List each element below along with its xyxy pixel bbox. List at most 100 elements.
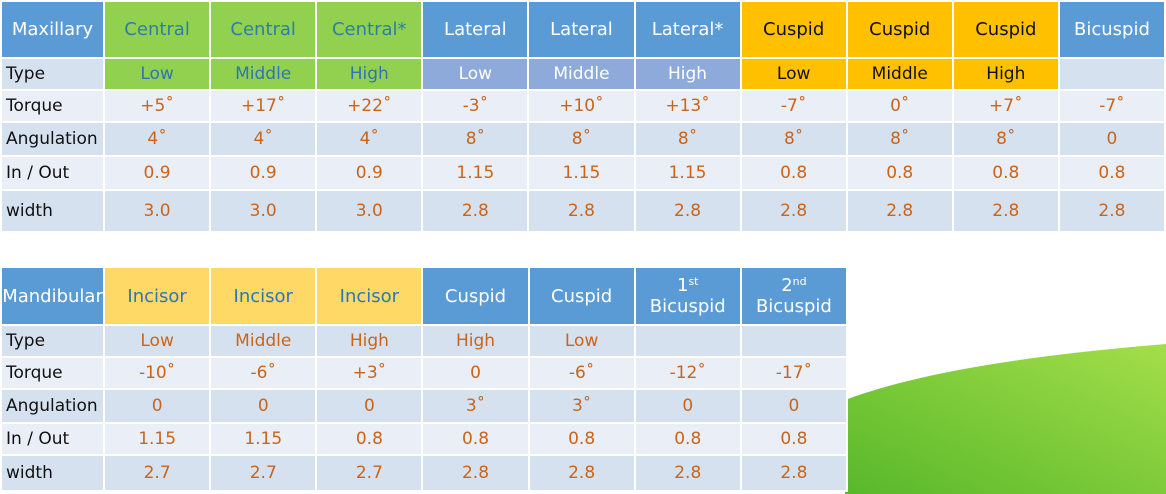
header-ordinal-suffix: st xyxy=(688,275,699,288)
header-first-bicuspid: 1st Bicuspid xyxy=(633,266,742,326)
table-cell: -10˚ xyxy=(103,356,212,390)
row-label: Angulation xyxy=(0,121,106,157)
table-cell: 3.0 xyxy=(209,189,318,233)
table-cell: 8˚ xyxy=(633,121,742,157)
table-cell: Low xyxy=(103,57,212,91)
header-cuspid: Cuspid xyxy=(845,0,954,59)
table-row: Type Low Middle High High Low xyxy=(0,324,849,358)
table-cell: 3.0 xyxy=(103,189,212,233)
table-cell: 0.8 xyxy=(739,155,848,191)
table-cell: 0.8 xyxy=(315,422,424,456)
table-cell: 2.8 xyxy=(421,189,530,233)
table-row: Torque +5˚ +17˚ +22˚ -3˚ +10˚ +13˚ -7˚ 0… xyxy=(0,89,1166,123)
header-word: Bicuspid xyxy=(649,296,726,317)
table-cell: -3˚ xyxy=(421,89,530,123)
mandibular-header-row: Mandibular Incisor Incisor Incisor Cuspi… xyxy=(0,266,849,326)
header-cuspid: Cuspid xyxy=(739,0,848,59)
header-incisor: Incisor xyxy=(315,266,424,326)
table-cell: 0.8 xyxy=(527,422,636,456)
table-cell: 2.8 xyxy=(739,189,848,233)
table-row: Torque -10˚ -6˚ +3˚ 0 -6˚ -12˚ -17˚ xyxy=(0,356,849,390)
decorative-swoosh xyxy=(845,344,1166,494)
table-cell: +13˚ xyxy=(633,89,742,123)
row-label: In / Out xyxy=(0,155,106,191)
table-cell: 8˚ xyxy=(421,121,530,157)
table-cell: 2.8 xyxy=(739,454,849,492)
table-cell: -7˚ xyxy=(1057,89,1166,123)
row-label: width xyxy=(0,189,106,233)
table-cell: 2.8 xyxy=(527,189,636,233)
table-cell: 0.8 xyxy=(1057,155,1166,191)
table-cell: Low xyxy=(103,324,212,358)
table-cell: -7˚ xyxy=(739,89,848,123)
table-cell: 8˚ xyxy=(951,121,1060,157)
table-cell: 2.8 xyxy=(421,454,530,492)
table-cell: Middle xyxy=(209,324,318,358)
table-cell: 1.15 xyxy=(421,155,530,191)
table-cell: Middle xyxy=(845,57,954,91)
maxillary-header-row: Maxillary Central Central Central* Later… xyxy=(0,0,1166,59)
header-bicuspid: Bicuspid xyxy=(1057,0,1166,59)
table-cell: +17˚ xyxy=(209,89,318,123)
table-cell: 0.9 xyxy=(315,155,424,191)
table-cell: 8˚ xyxy=(845,121,954,157)
header-ordinal-number: 2 xyxy=(781,275,793,296)
row-label: In / Out xyxy=(0,422,106,456)
table-cell: 0 xyxy=(1057,121,1166,157)
table-cell: 0.8 xyxy=(633,422,742,456)
mandibular-title: Mandibular xyxy=(0,266,106,326)
header-incisor: Incisor xyxy=(209,266,318,326)
table-cell: 0 xyxy=(633,388,742,424)
row-label: width xyxy=(0,454,106,492)
table-cell: 8˚ xyxy=(739,121,848,157)
table-cell: 0 xyxy=(315,388,424,424)
table-cell xyxy=(1057,57,1166,91)
header-lateral: Lateral xyxy=(421,0,530,59)
table-cell: -12˚ xyxy=(633,356,742,390)
table-cell: High xyxy=(421,324,530,358)
table-cell: 2.8 xyxy=(633,189,742,233)
table-row: Type Low Middle High Low Middle High Low… xyxy=(0,57,1166,91)
row-label: Torque xyxy=(0,89,106,123)
header-central: Central xyxy=(209,0,318,59)
table-cell: High xyxy=(315,324,424,358)
table-cell: 0.8 xyxy=(845,155,954,191)
table-cell: 0 xyxy=(739,388,849,424)
table-cell xyxy=(739,324,849,358)
table-cell: +5˚ xyxy=(103,89,212,123)
table-cell: 0.8 xyxy=(739,422,849,456)
table-cell: 4˚ xyxy=(209,121,318,157)
table-cell xyxy=(633,324,742,358)
table-cell: Middle xyxy=(209,57,318,91)
table-row: Angulation 0 0 0 3˚ 3˚ 0 0 xyxy=(0,388,849,424)
table-cell: -17˚ xyxy=(739,356,849,390)
header-cuspid: Cuspid xyxy=(421,266,530,326)
table-cell: 1.15 xyxy=(527,155,636,191)
header-cuspid: Cuspid xyxy=(527,266,636,326)
header-ordinal-number: 1 xyxy=(677,275,689,296)
table-cell: 0.9 xyxy=(209,155,318,191)
table-cell: 1.15 xyxy=(209,422,318,456)
header-central: Central xyxy=(103,0,212,59)
table-cell: 0˚ xyxy=(845,89,954,123)
row-label: Angulation xyxy=(0,388,106,424)
table-cell: 2.8 xyxy=(633,454,742,492)
table-cell: +10˚ xyxy=(527,89,636,123)
header-ordinal-suffix: nd xyxy=(792,275,807,288)
table-cell: -6˚ xyxy=(527,356,636,390)
table-cell: 2.8 xyxy=(527,454,636,492)
table-cell: 2.7 xyxy=(315,454,424,492)
table-cell: 8˚ xyxy=(527,121,636,157)
table-cell: 3.0 xyxy=(315,189,424,233)
table-cell: 2.8 xyxy=(845,189,954,233)
table-cell: Low xyxy=(421,57,530,91)
table-cell: 2.8 xyxy=(951,189,1060,233)
mandibular-table: Mandibular Incisor Incisor Incisor Cuspi… xyxy=(0,266,849,492)
table-cell: Middle xyxy=(527,57,636,91)
table-row: In / Out 0.9 0.9 0.9 1.15 1.15 1.15 0.8 … xyxy=(0,155,1166,191)
table-cell: High xyxy=(315,57,424,91)
row-label: Type xyxy=(0,57,106,91)
table-cell: 0.8 xyxy=(951,155,1060,191)
table-cell: 0.9 xyxy=(103,155,212,191)
table-cell: 1.15 xyxy=(103,422,212,456)
